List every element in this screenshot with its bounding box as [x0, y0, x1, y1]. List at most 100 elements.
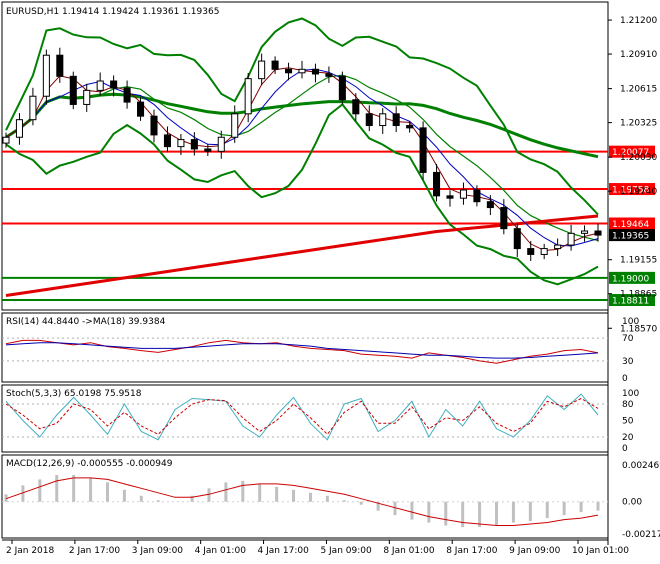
time-tick-label: 8 Jan 17:00 — [446, 546, 498, 556]
candle-body — [540, 248, 548, 255]
candle-body — [163, 134, 171, 148]
stoch-tick-label: 20 — [622, 433, 634, 443]
candle-body — [244, 78, 252, 115]
rsi-tick-label: 70 — [622, 334, 634, 344]
stoch-tick-label: 50 — [622, 417, 634, 427]
rsi-tick-label: 100 — [622, 317, 639, 327]
level-tag-label-1: 1.19758 — [612, 186, 649, 196]
pane-frame-main — [1, 1, 609, 311]
candle-body — [379, 113, 387, 127]
candle-body — [406, 125, 414, 129]
candle-body — [204, 148, 212, 152]
candle-body — [258, 60, 266, 80]
time-tick-label: 2 Jan 2018 — [6, 546, 54, 556]
macd-signal-line — [5, 477, 599, 526]
candle-body — [433, 171, 441, 197]
time-tick-label: 4 Jan 17:00 — [258, 546, 310, 556]
price-tick-label: 1.21200 — [620, 16, 657, 26]
candle-body — [594, 230, 602, 236]
candle-body — [311, 68, 319, 75]
candle-body — [392, 113, 400, 127]
pane-frame-macd — [1, 454, 609, 539]
candle-body — [527, 248, 535, 255]
macd-tick-label: -0.00217 — [622, 530, 660, 540]
price-tick-label: 1.18865 — [620, 290, 657, 300]
rsi-tick-label: 0 — [622, 374, 628, 384]
candle-body — [325, 73, 333, 77]
candle-body — [486, 201, 494, 209]
rsi-ma-line — [5, 342, 599, 359]
candle-body — [581, 230, 589, 234]
candle-body — [96, 80, 104, 91]
candle-body — [298, 68, 306, 74]
candle-body — [2, 136, 10, 144]
bollinger-upper-band — [5, 17, 599, 216]
candle-body — [271, 60, 279, 70]
price-tick-label: 1.18570 — [620, 324, 657, 334]
stoch-tick-label: 0 — [622, 444, 628, 454]
bollinger-lower-band — [5, 102, 599, 286]
sma-green-line — [5, 92, 599, 159]
candle-body — [352, 99, 360, 115]
stoch-title: Stoch(5,3,3) 65.0198 75.9518 — [6, 389, 142, 399]
level-tag-label-0: 1.20077 — [612, 148, 649, 158]
candle-body — [137, 101, 145, 117]
rsi-title: RSI(14) 44.8440 ->MA(18) 39.9384 — [6, 317, 166, 327]
current-price-tag — [609, 229, 655, 242]
time-tick-label: 8 Jan 01:00 — [383, 546, 435, 556]
candle-body — [217, 136, 225, 152]
candle-body — [473, 189, 481, 203]
candle-body — [231, 113, 239, 138]
level-tag-label-4: 1.18811 — [612, 297, 649, 307]
stoch-tick-label: 100 — [622, 389, 639, 399]
price-tick-label: 1.20910 — [620, 50, 657, 60]
candle-body — [365, 113, 373, 127]
price-tick-label: 1.19155 — [620, 256, 657, 266]
price-tick-label: 1.20325 — [620, 119, 657, 129]
main-chart-title: EURUSD,H1 1.19414 1.19424 1.19361 1.1936… — [6, 7, 219, 17]
pane-frame-stoch — [1, 384, 609, 453]
candle-body — [56, 54, 64, 77]
stoch-tick-label: 80 — [622, 400, 634, 410]
level-tag-2 — [609, 217, 655, 230]
candle-body — [69, 75, 77, 105]
candle-body — [513, 228, 521, 250]
price-tick-label: 1.20030 — [620, 153, 657, 163]
time-tick-label: 9 Jan 09:00 — [509, 546, 561, 556]
macd-tick-label: 0.00 — [622, 498, 642, 508]
candle-body — [29, 95, 37, 121]
candle-body — [15, 119, 23, 138]
candle-body — [42, 54, 50, 97]
candle-body — [338, 75, 346, 101]
candle-body — [567, 232, 575, 246]
price-tick-label: 1.20615 — [620, 85, 657, 95]
macd-title: MACD(12,26,9) -0.000555 -0.000949 — [6, 459, 173, 469]
stoch-d-line — [5, 397, 599, 436]
time-tick-label: 5 Jan 09:00 — [320, 546, 372, 556]
time-tick-label: 10 Jan 01:00 — [572, 546, 629, 556]
candle-body — [419, 127, 427, 173]
candle-body — [459, 189, 467, 199]
candle-body — [83, 89, 91, 105]
level-tag-4 — [609, 294, 655, 307]
level-tag-3 — [609, 271, 655, 284]
candle-body — [500, 207, 508, 230]
bollinger-middle-band — [5, 74, 599, 242]
candle-body — [150, 115, 158, 136]
stoch-k-line — [5, 393, 599, 441]
time-tick-label: 4 Jan 01:00 — [195, 546, 247, 556]
sma-red-line — [5, 214, 599, 297]
level-tag-label-3: 1.19000 — [612, 274, 649, 284]
level-tag-0 — [609, 145, 655, 158]
price-tick-label: 1.19740 — [620, 187, 657, 197]
candle-body — [446, 195, 454, 199]
macd-tick-label: 0.002469 — [622, 461, 660, 471]
candle-body — [177, 139, 185, 148]
candle-body — [285, 68, 293, 74]
level-tag-1 — [609, 183, 655, 196]
candle-body — [190, 139, 198, 150]
time-tick-label: 2 Jan 17:00 — [69, 546, 121, 556]
time-tick-label: 3 Jan 09:00 — [132, 546, 184, 556]
